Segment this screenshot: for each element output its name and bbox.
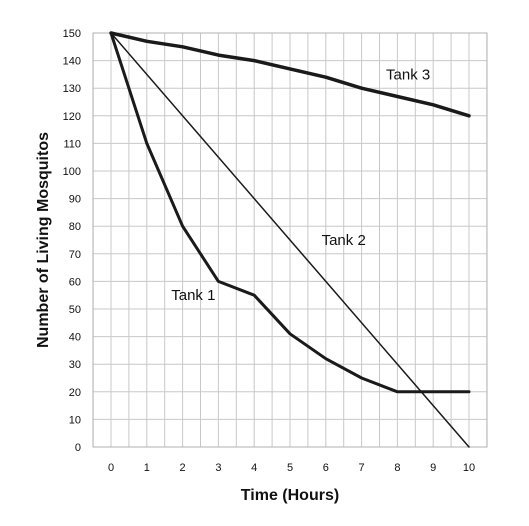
x-tick-label: 3 [215, 462, 221, 474]
grid [92, 32, 488, 448]
y-tick-labels: 0 10 20 30 40 50 60 70 80 90 100 110 120 130 140 150 [63, 28, 81, 454]
x-tick-label: 7 [359, 462, 365, 474]
y-tick-label: 50 [69, 304, 81, 316]
y-tick-label: 130 [63, 83, 81, 95]
x-tick-label: 5 [287, 462, 293, 474]
y-axis-title: Number of Living Mosquitos [35, 132, 52, 348]
x-tick-label: 2 [180, 462, 186, 474]
plot-frame [92, 32, 488, 448]
y-tick-label: 10 [69, 414, 81, 426]
series-group [109, 31, 471, 448]
x-tick-label: 9 [430, 462, 436, 474]
x-tick-labels: 0 1 2 3 4 5 6 7 8 9 10 [108, 462, 475, 474]
y-tick-label: 40 [69, 332, 81, 344]
tank-3-label: Tank 3 [386, 66, 430, 83]
y-tick-label: 20 [69, 387, 81, 399]
y-tick-label: 60 [69, 276, 81, 288]
tank-2-label: Tank 2 [322, 232, 366, 249]
y-tick-label: 120 [63, 111, 81, 123]
y-tick-label: 70 [69, 249, 81, 261]
y-tick-label: 100 [63, 166, 81, 178]
x-tick-label: 8 [394, 462, 400, 474]
y-tick-label: 150 [63, 28, 81, 40]
y-tick-label: 80 [69, 221, 81, 233]
x-tick-label: 0 [108, 462, 114, 474]
x-tick-label: 4 [251, 462, 257, 474]
tank-1-line [109, 31, 471, 394]
y-tick-label: 110 [63, 138, 81, 150]
tank-2-line [110, 32, 470, 448]
y-tick-label: 0 [75, 442, 81, 454]
x-tick-label: 1 [144, 462, 150, 474]
y-tick-label: 30 [69, 359, 81, 371]
tank-3-line [109, 31, 471, 118]
y-tick-label: 140 [63, 56, 81, 68]
x-tick-label: 10 [463, 462, 475, 474]
x-axis-title: Time (Hours) [241, 487, 339, 504]
y-tick-label: 90 [69, 194, 81, 206]
x-tick-label: 6 [323, 462, 329, 474]
series-labels: Tank 1 Tank 2 Tank 3 [171, 66, 430, 304]
tank-1-label: Tank 1 [171, 287, 215, 304]
